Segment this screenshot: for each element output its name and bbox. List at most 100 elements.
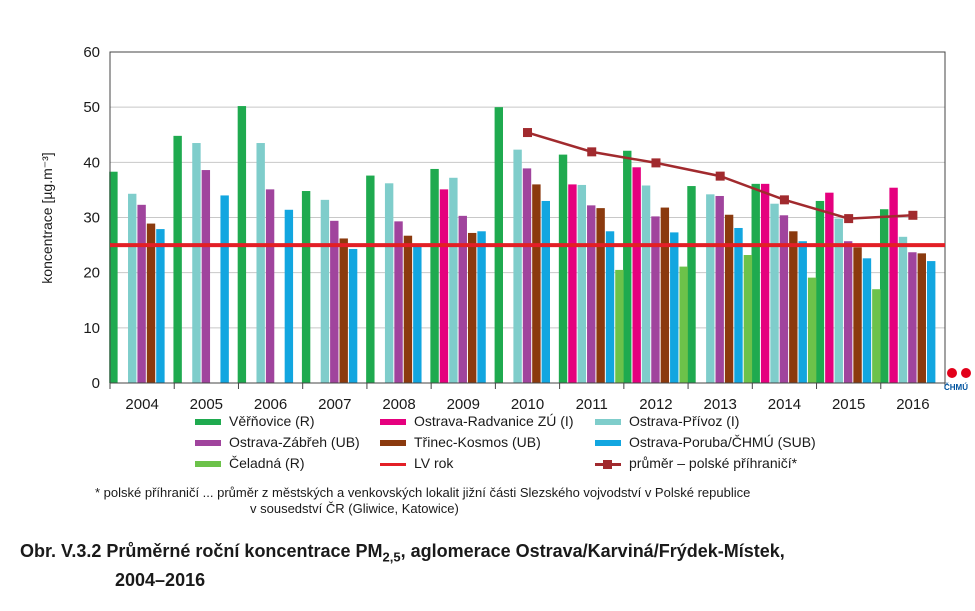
x-tick-label: 2013: [704, 396, 737, 410]
bar: [220, 195, 229, 383]
bar: [660, 207, 670, 383]
bar: [872, 289, 881, 383]
footnote: * polské příhraničí ... průměr z městský…: [95, 485, 750, 517]
caption-line-2: 2004–2016: [115, 569, 206, 590]
legend-swatch: [195, 440, 221, 447]
bar: [449, 177, 458, 383]
bar: [522, 168, 532, 383]
bar: [615, 269, 624, 383]
bar: [715, 195, 724, 383]
bar: [724, 214, 734, 383]
bar: [623, 150, 632, 383]
bar: [339, 238, 348, 383]
bar: [706, 194, 715, 383]
caption-subscript: 2,5: [382, 549, 401, 565]
legend-swatch: [380, 462, 406, 466]
avg-point: [587, 147, 597, 157]
avg-point: [844, 214, 854, 224]
legend-label: Ostrava-Poruba/ČHMÚ (SUB): [629, 434, 816, 450]
bar: [541, 200, 550, 383]
bar: [596, 208, 605, 383]
bar: [201, 170, 211, 383]
chmu-logo-icon: ČHMÚ: [944, 366, 974, 396]
bar: [815, 200, 825, 383]
bar: [917, 253, 926, 383]
legend-item: Čeladná (R): [195, 454, 304, 472]
y-axis-label: koncentrace [µg.m⁻³]: [39, 152, 55, 283]
bar: [137, 204, 146, 383]
bar: [146, 223, 156, 383]
bar: [394, 221, 403, 383]
bar: [632, 167, 641, 383]
x-tick-label: 2004: [125, 396, 158, 410]
caption-suffix: , aglomerace Ostrava/Karviná/Frýdek-Míst…: [400, 541, 785, 561]
legend-label: Věřňovice (R): [229, 413, 315, 429]
x-tick-label: 2014: [768, 396, 801, 410]
x-tick-label: 2012: [639, 396, 672, 410]
legend-label: LV rok: [414, 455, 454, 471]
bar: [853, 247, 862, 383]
bar: [477, 231, 486, 383]
x-tick-label: 2007: [318, 396, 351, 410]
legend-item: Třinec-Kosmos (UB): [380, 433, 541, 451]
y-tick-label: 40: [83, 154, 100, 171]
y-tick-label: 0: [92, 375, 100, 392]
legend-label: Ostrava-Zábřeh (UB): [229, 434, 360, 450]
legend-label: Ostrava-Přívoz (I): [629, 413, 740, 429]
y-tick-label: 10: [83, 320, 100, 337]
bar: [513, 149, 522, 383]
x-tick-label: 2006: [254, 396, 287, 410]
avg-point: [715, 171, 725, 181]
y-tick-label: 50: [83, 99, 100, 116]
bars: [109, 106, 936, 384]
bar: [458, 215, 467, 383]
bar: [558, 154, 568, 383]
legend-swatch: [595, 419, 621, 426]
bar: [641, 185, 651, 383]
bar: [679, 266, 688, 383]
bar: [256, 143, 265, 383]
bar: [577, 184, 587, 383]
bar: [651, 216, 660, 383]
bar: [265, 189, 275, 383]
bar: [568, 184, 577, 383]
bar: [843, 241, 853, 383]
bar: [587, 205, 596, 383]
bar: [320, 199, 330, 383]
bar: [798, 241, 807, 383]
y-tick-label: 20: [83, 265, 100, 282]
logo-dot-right: [961, 368, 971, 378]
bar: [670, 232, 679, 383]
bar: [439, 189, 449, 383]
bar: [330, 220, 339, 383]
legend-swatch: [380, 440, 406, 447]
bar: [687, 186, 696, 383]
bar: [889, 187, 898, 383]
legend-label: Ostrava-Radvanice ZÚ (I): [414, 413, 574, 429]
logo-text: ČHMÚ: [944, 383, 968, 392]
x-tick-label: 2011: [576, 396, 608, 410]
bar: [834, 218, 843, 383]
bar: [384, 183, 394, 383]
x-tick-label: 2015: [832, 396, 865, 410]
legend-label: Třinec-Kosmos (UB): [414, 434, 541, 450]
bar: [743, 255, 753, 383]
legend-item: průměr – polské příhraničí*: [595, 454, 797, 472]
bar: [403, 235, 413, 383]
legend-item: Ostrava-Zábřeh (UB): [195, 433, 360, 451]
footnote-line-2: v sousedství ČR (Gliwice, Katowice): [250, 501, 459, 516]
x-tick-label: 2016: [896, 396, 929, 410]
bar: [898, 236, 908, 383]
avg-point: [651, 158, 661, 168]
bar: [807, 277, 817, 383]
legend-swatch: [195, 461, 221, 468]
bar: [908, 252, 917, 383]
bar: [605, 231, 615, 383]
bar: [413, 246, 422, 383]
bar: [770, 203, 779, 383]
bar: [760, 183, 770, 383]
plot-frame: [109, 51, 946, 384]
legend-item: Ostrava-Poruba/ČHMÚ (SUB): [595, 433, 816, 451]
bar: [366, 175, 375, 383]
footnote-line-1: * polské příhraničí ... průměr z městský…: [95, 485, 751, 500]
